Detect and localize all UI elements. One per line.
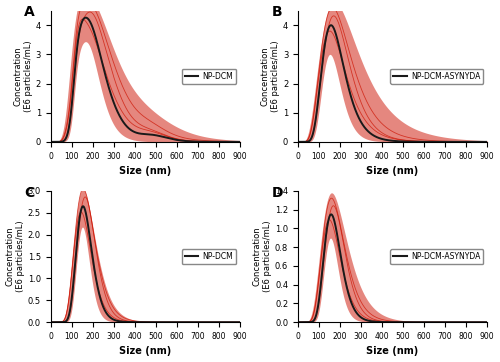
Legend: NP-DCM: NP-DCM (182, 249, 236, 264)
Y-axis label: Concentration
(E6 particles/mL): Concentration (E6 particles/mL) (14, 41, 33, 112)
Text: B: B (272, 5, 282, 20)
Text: A: A (24, 5, 35, 20)
Y-axis label: Concentration
(E6 particles/mL): Concentration (E6 particles/mL) (253, 221, 272, 292)
Y-axis label: Concentration
(E6 particles/mL): Concentration (E6 particles/mL) (6, 221, 25, 292)
X-axis label: Size (nm): Size (nm) (119, 166, 172, 176)
Text: D: D (272, 186, 283, 200)
Legend: NP-DCM-ASYNYDA: NP-DCM-ASYNYDA (390, 69, 484, 84)
Legend: NP-DCM: NP-DCM (182, 69, 236, 84)
X-axis label: Size (nm): Size (nm) (366, 166, 418, 176)
Legend: NP-DCM-ASYNYDA: NP-DCM-ASYNYDA (390, 249, 484, 264)
Text: C: C (24, 186, 34, 200)
X-axis label: Size (nm): Size (nm) (119, 346, 172, 357)
Y-axis label: Concentration
(E6 particles/mL): Concentration (E6 particles/mL) (260, 41, 280, 112)
X-axis label: Size (nm): Size (nm) (366, 346, 418, 357)
